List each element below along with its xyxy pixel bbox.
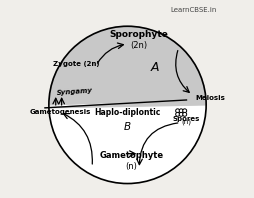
Circle shape — [49, 26, 205, 184]
Circle shape — [182, 109, 186, 113]
Text: Spores: Spores — [172, 116, 199, 122]
Text: Sporophyte: Sporophyte — [109, 30, 168, 39]
Text: Syngamy: Syngamy — [56, 88, 93, 96]
Text: (n): (n) — [180, 119, 190, 125]
Text: Haplo-diplontic: Haplo-diplontic — [94, 108, 160, 117]
Text: LearnCBSE.in: LearnCBSE.in — [170, 7, 216, 13]
Circle shape — [175, 109, 179, 113]
Circle shape — [179, 109, 182, 113]
Circle shape — [175, 112, 179, 116]
Text: A: A — [150, 61, 159, 74]
Text: (2n): (2n) — [130, 41, 147, 50]
Text: (n): (n) — [125, 162, 137, 171]
Text: B: B — [123, 122, 131, 131]
Circle shape — [182, 112, 186, 116]
Text: Gametophyte: Gametophyte — [99, 150, 163, 160]
Text: Meiosis: Meiosis — [195, 95, 224, 101]
Polygon shape — [45, 26, 205, 108]
Text: Zygote (2n): Zygote (2n) — [53, 61, 99, 67]
Text: Gametogenesis: Gametogenesis — [29, 109, 90, 115]
Circle shape — [179, 112, 182, 116]
